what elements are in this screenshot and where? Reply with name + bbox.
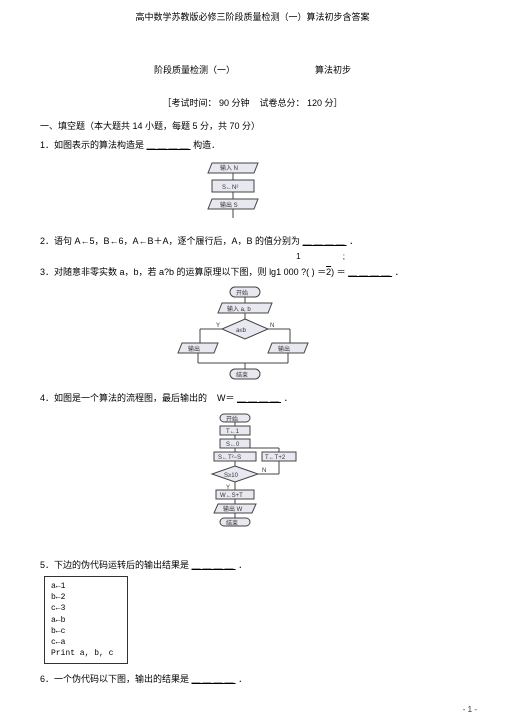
- exam-score: 120 分］: [307, 98, 343, 108]
- q4-cond: S≥10: [224, 473, 239, 479]
- page-title: 高中数学苏教版必修三阶段质量检测（一）算法初步含答案: [40, 10, 465, 23]
- q2-blank: ＿＿＿＿: [303, 236, 347, 246]
- q3-start: 开始: [236, 289, 248, 297]
- code-l1: a←1: [51, 581, 121, 592]
- q3-outR: 输出: [278, 345, 290, 353]
- page-number: - 1 -: [463, 705, 477, 714]
- code-l6: c←a: [51, 637, 121, 648]
- exam-time: 90 分钟: [219, 98, 250, 108]
- code-l5: b←c: [51, 626, 121, 637]
- q2-fraction-row: 1 ;: [40, 253, 465, 261]
- q4-var: W＝: [217, 393, 235, 403]
- q4-t1: T←1: [226, 429, 240, 435]
- q4-end: 结束: [226, 519, 238, 527]
- question-1: 1．如图表示的算法构造是 ＿＿＿＿ 构造．: [40, 138, 465, 152]
- q4-suffix: ．: [284, 393, 293, 403]
- q3-frac: 2: [326, 267, 331, 277]
- q5-code-box: a←1 b←2 c←3 a←b b←c c←a Print a, b, c: [44, 576, 128, 664]
- question-3: 3．对随意非零实数 a，b，若 a?b 的运算原理以下图，则 lg1 000 ?…: [40, 265, 465, 279]
- q1-suffix: 构造．: [193, 140, 220, 150]
- q1-diagram: 输入 N S←N² 输出 S: [200, 158, 270, 228]
- q1-blank: ＿＿＿＿: [147, 140, 191, 150]
- q4-prefix: 4．如图是一个算法的流程图，最后输出的: [40, 393, 207, 403]
- q2-prefix: 2．语句 A←5，B←6，A←B＋A，逐个履行后，A，B 的值分别为: [40, 236, 300, 246]
- code-l3: c←3: [51, 603, 121, 614]
- question-2: 2．语句 A←5，B←6，A←B＋A，逐个履行后，A，B 的值分别为 ＿＿＿＿ …: [40, 234, 465, 248]
- q3-yes: Y: [216, 323, 220, 329]
- q3-cond: a≤b: [236, 328, 247, 334]
- q5-suffix: ．: [238, 560, 247, 570]
- q6-suffix: ．: [238, 674, 247, 684]
- code-l2: b←2: [51, 592, 121, 603]
- q3-blank: ＿＿＿＿: [348, 267, 392, 277]
- question-4: 4．如图是一个算法的流程图，最后输出的 W＝ ＿＿＿＿ ．: [40, 391, 465, 405]
- q5-blank: ＿＿＿＿: [192, 560, 236, 570]
- q3-no: N: [270, 323, 274, 329]
- subheader-row: 阶段质量检测（一） 算法初步: [40, 63, 465, 76]
- q3-diagram: 开始 输入 a, b a≤b Y N 输出 输出 结束: [170, 285, 320, 385]
- q4-blank: ＿＿＿＿: [237, 393, 281, 403]
- q4-no: N: [262, 468, 266, 474]
- section-1-title: 一、填空题（本大题共 14 小题，每题 5 分，共 70 分）: [40, 119, 465, 132]
- q2-frac-top: 1: [296, 252, 300, 261]
- q5-prefix: 5．下边的伪代码运转后的输出结果是: [40, 560, 189, 570]
- q6-prefix: 6．一个伪代码以下图，输出的结果是: [40, 674, 189, 684]
- stage-label: 阶段质量检测（一）: [154, 63, 235, 76]
- q3-prefix: 3．对随意非零实数 a，b，若 a?b 的运算原理以下图，则: [40, 267, 267, 277]
- question-6: 6．一个伪代码以下图，输出的结果是 ＿＿＿＿ ．: [40, 672, 465, 686]
- q4-t2: T←T+2: [265, 455, 286, 461]
- code-l7: Print a, b, c: [51, 648, 121, 659]
- q1-step2: 输出 S: [220, 201, 238, 209]
- q4-start: 开始: [226, 415, 238, 423]
- exam-info: ［考试时间： 90 分钟 试卷总分： 120 分］: [40, 96, 465, 109]
- q3-input: 输入 a, b: [227, 305, 251, 313]
- score-prefix: 试卷总分：: [260, 98, 305, 108]
- q4-diagram: 开始 T←1 S←0 S←T²−S T←T+2 S≥10 Y N W←S+T 输…: [180, 412, 300, 552]
- q1-prefix: 1．如图表示的算法构造是: [40, 140, 144, 150]
- q4-step: S←T²−S: [218, 455, 241, 461]
- q2-suffix: ．: [349, 236, 358, 246]
- code-l4: a←b: [51, 615, 121, 626]
- q4-s0: S←0: [226, 442, 240, 448]
- q4-out: 输出 W: [223, 505, 243, 513]
- question-5: 5．下边的伪代码运转后的输出结果是 ＿＿＿＿ ．: [40, 558, 465, 572]
- q3-expr: lg1 000 ?( ) ＝: [269, 267, 326, 277]
- q1-input: 输入 N: [220, 164, 238, 172]
- exam-prefix: ［考试时间：: [162, 98, 216, 108]
- q1-step1: S←N²: [222, 185, 238, 191]
- q4-wcalc: W←S+T: [220, 493, 243, 499]
- q6-blank: ＿＿＿＿: [192, 674, 236, 684]
- q3-end: 结束: [236, 371, 248, 379]
- q3-outL: 输出: [188, 345, 200, 353]
- topic-label: 算法初步: [315, 63, 351, 76]
- q3-suffix: ．: [395, 267, 404, 277]
